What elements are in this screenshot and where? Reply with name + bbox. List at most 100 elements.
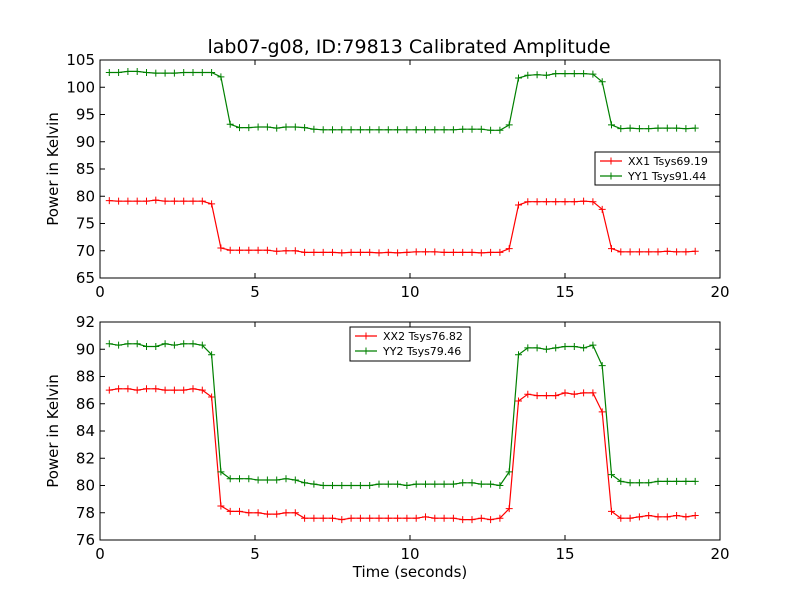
y-tick-label: 90 [76,340,95,358]
x-tick-label: 10 [400,545,419,563]
data-point [580,389,588,397]
data-point [477,249,485,257]
data-point [412,248,420,256]
data-point [198,341,206,349]
data-point [533,344,541,352]
data-point [422,513,429,521]
top-plot-panel: 0 5 10 15 20 65 70 75 80 85 90 95 100 105 Power in Kel… [44,51,730,301]
data-point [115,69,123,77]
data-point [403,482,411,489]
data-point [477,514,485,522]
x-tick-label: 5 [250,545,260,563]
data-point [152,385,160,393]
data-point [459,479,467,487]
data-point [105,197,113,205]
data-point [542,198,550,206]
y-tick-label: 95 [76,106,95,124]
data-point [301,124,309,132]
data-point [459,248,467,256]
data-point [143,197,150,205]
data-point [626,124,634,132]
data-point [524,344,532,352]
data-point [245,246,253,254]
data-point [152,196,160,204]
data-point [375,514,383,522]
data-point [552,344,560,352]
data-point [412,514,420,522]
data-point [282,509,290,517]
data-point [663,124,671,132]
data-point [505,245,513,253]
legend-marker-1 [607,157,615,165]
data-point [124,197,132,205]
data-point [645,125,653,133]
data-point [608,121,615,129]
data-point [133,340,141,348]
data-point [170,69,178,77]
data-point [338,516,346,524]
data-point [487,480,495,488]
data-point [329,514,336,522]
data-point [673,124,681,132]
data-point [143,385,150,393]
figure-title: lab07-g08, ID:79813 Calibrated Amplitude [207,36,610,58]
y-tick-label: 80 [76,187,95,205]
data-point [496,126,504,134]
data-point [626,479,634,487]
data-point [161,340,169,348]
data-point [449,514,457,522]
data-point [468,248,476,256]
y-tick-label: 82 [76,449,95,467]
data-point [663,477,671,485]
data-point [673,477,681,485]
data-point [449,480,457,488]
data-point [375,480,383,488]
data-point [524,390,532,398]
data-point [515,74,522,82]
data-point [226,475,234,483]
data-point [635,513,643,521]
data-point [515,201,522,209]
data-point [524,71,532,79]
data-point [301,248,309,256]
data-point [589,198,597,206]
data-point [682,513,690,521]
data-point [561,343,569,351]
data-point [654,124,662,132]
data-point [217,73,225,81]
data-point [273,247,281,255]
data-point [663,513,671,521]
data-point [245,124,253,132]
legend-marker-2 [607,172,615,180]
data-point [366,248,374,256]
data-point [561,198,569,206]
data-point [608,471,615,479]
data-point [152,343,160,351]
data-point [263,510,271,518]
data-point [236,124,243,132]
data-point [394,514,402,522]
y-tick-label: 86 [76,395,95,413]
data-point [273,476,281,484]
data-point [645,248,653,256]
y-tick-label: 76 [76,531,95,549]
y-tick-label: 80 [76,477,95,495]
data-point [431,480,439,488]
data-point [347,126,355,134]
y-axis-label: Power in Kelvin [44,112,62,226]
data-point [338,249,346,257]
data-point [226,246,234,254]
x-tick-label: 15 [555,283,574,301]
data-point [310,125,318,133]
legend-entry-2: YY2 Tsys79.46 [382,345,461,358]
data-point [161,69,169,77]
data-point [105,386,113,394]
data-point [589,70,597,78]
data-point [533,71,541,79]
data-point [143,69,150,77]
data-point [198,386,206,394]
data-point [691,124,699,132]
data-point [384,514,392,522]
data-point [468,479,476,487]
data-point [673,511,681,519]
